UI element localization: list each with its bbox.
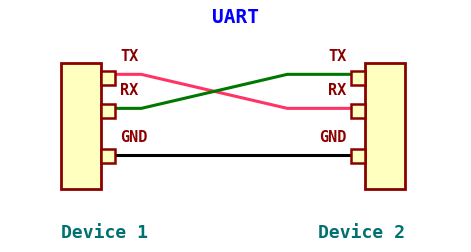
Text: RX: RX (328, 83, 346, 98)
Bar (351, 71, 365, 85)
Text: GND: GND (319, 130, 346, 145)
Text: Device 2: Device 2 (318, 224, 405, 242)
Text: TX: TX (120, 49, 138, 64)
Bar (61, 63, 101, 189)
Bar (101, 149, 115, 163)
Text: RX: RX (120, 83, 138, 98)
Bar (365, 63, 405, 189)
Bar (101, 71, 115, 85)
Text: TX: TX (328, 49, 346, 64)
Bar (101, 104, 115, 118)
Bar (351, 149, 365, 163)
Text: UART: UART (212, 8, 259, 26)
Text: Device 1: Device 1 (61, 224, 148, 242)
Bar (351, 104, 365, 118)
Text: GND: GND (120, 130, 147, 145)
